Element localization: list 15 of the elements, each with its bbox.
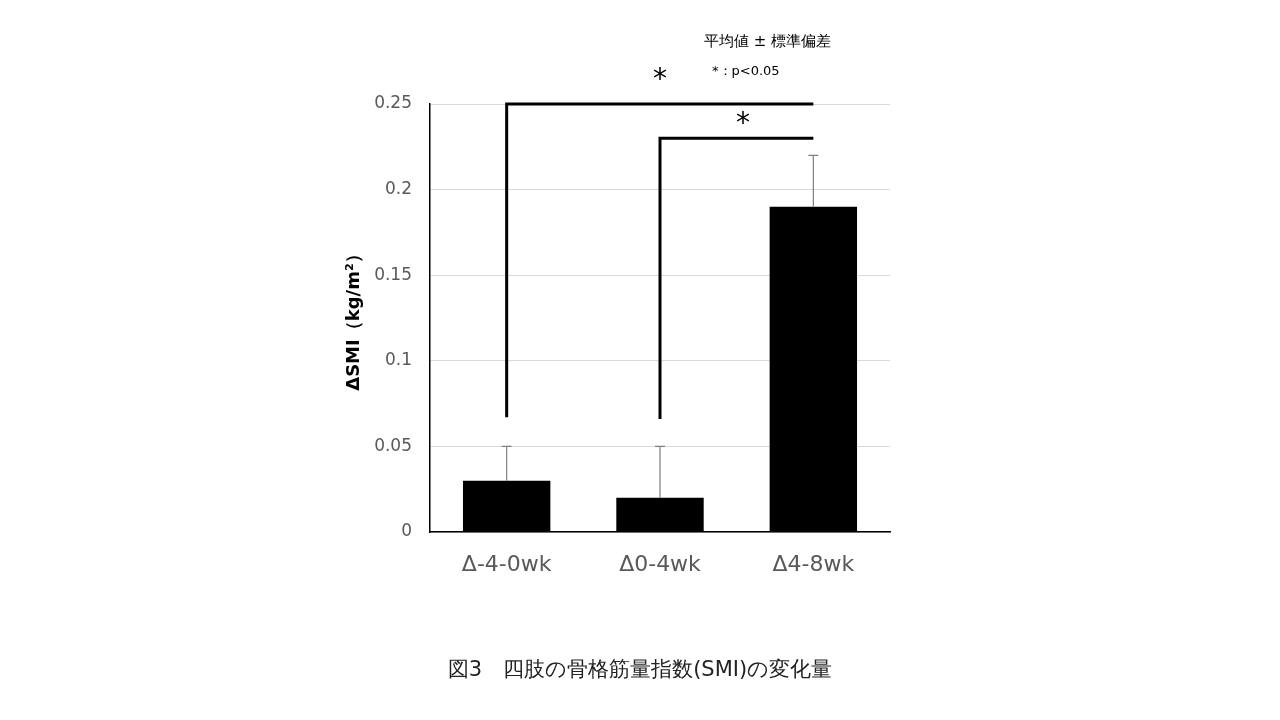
text: *：p<0.05	[712, 62, 780, 80]
text: 図3 四肢の骨格筋量指数(SMI)の変化量	[446, 656, 834, 683]
y-tick-label: 0.05	[374, 434, 412, 455]
y-tick-label: 0	[401, 520, 412, 541]
annotation: *	[736, 106, 750, 139]
x-tick-label: Δ-4-0wk	[461, 550, 552, 576]
y-tick-label: 0.2	[384, 178, 412, 199]
x-tick-label: Δ4-8wk	[772, 550, 855, 576]
x-tick-label: Δ0-4wk	[619, 550, 702, 576]
y-tick-label: 0.25	[374, 92, 412, 113]
text: *	[653, 62, 667, 95]
y-tick-label: 0.1	[384, 349, 412, 370]
text: 平均値 ± 標準偏差	[704, 32, 832, 51]
y-axis-title: ΔSMI（kg/m²）	[342, 245, 364, 391]
y-tick-label: 0.15	[374, 263, 412, 284]
